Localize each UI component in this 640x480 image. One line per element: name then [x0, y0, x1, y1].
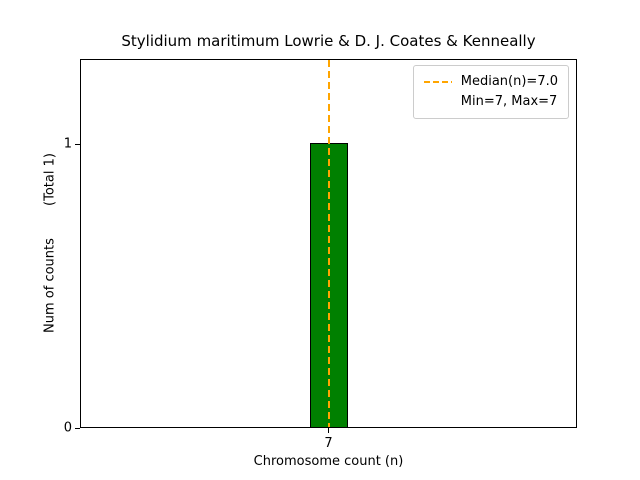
- legend-dashed-line-sample: [423, 81, 452, 83]
- y-tick-mark: [75, 143, 80, 145]
- y-tick-label: 1: [63, 136, 72, 152]
- y-axis-label: Num of counts (Total 1): [43, 153, 58, 333]
- median-line: [327, 60, 330, 427]
- x-axis-label: Chromosome count (n): [253, 454, 404, 469]
- legend-empty-sample: [424, 101, 452, 103]
- legend: Median(n)=7.0 Min=7, Max=7: [412, 65, 569, 119]
- x-tick-label: 7: [324, 436, 333, 451]
- plot-area: Median(n)=7.0 Min=7, Max=7: [80, 59, 577, 428]
- legend-label-minmax: Min=7, Max=7: [460, 94, 558, 109]
- legend-entry-minmax: Min=7, Max=7: [424, 92, 558, 112]
- y-axis-label-text: Num of counts: [42, 238, 58, 333]
- y-axis-total-annotation: (Total 1): [42, 153, 58, 206]
- legend-label-median: Median(n)=7.0: [460, 74, 558, 89]
- chart-title: Stylidium maritimum Lowrie & D. J. Coate…: [121, 32, 536, 50]
- y-tick-label: 0: [63, 420, 72, 436]
- y-tick-mark: [75, 427, 80, 429]
- legend-entry-median: Median(n)=7.0: [423, 72, 558, 92]
- x-tick-mark: [328, 428, 329, 433]
